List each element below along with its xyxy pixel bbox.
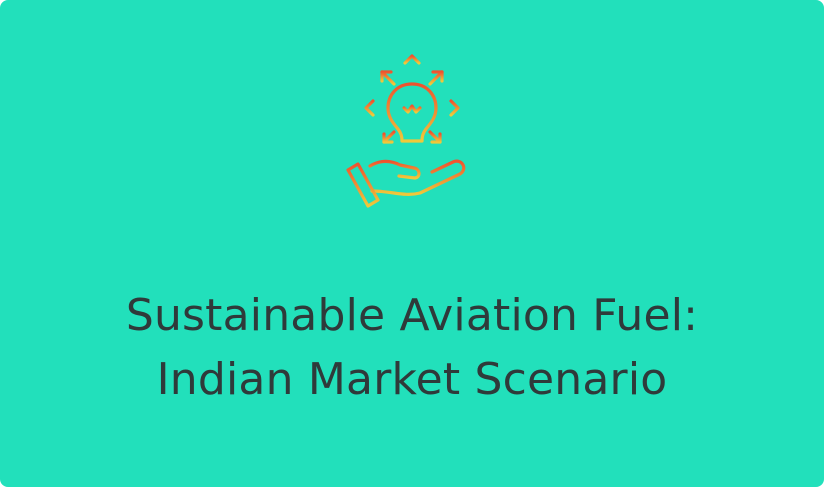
page-title-line-2: Indian Market Scenario: [156, 354, 668, 405]
idea-lightbulb-hand-icon: [342, 48, 482, 212]
page-title-line-1: Sustainable Aviation Fuel:: [125, 290, 699, 341]
page-title[interactable]: Sustainable Aviation Fuel: Indian Market…: [0, 284, 824, 412]
